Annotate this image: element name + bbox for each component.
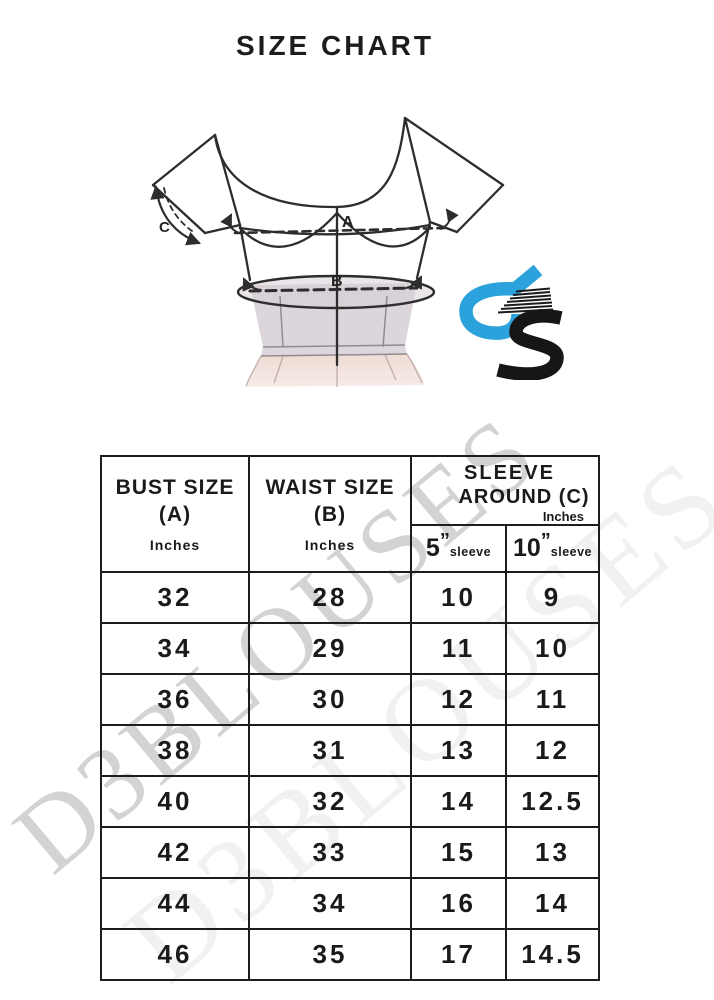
sleeve5-label: sleeve — [449, 545, 492, 559]
size-cell: 12 — [505, 724, 600, 777]
size-cell: 14 — [410, 775, 507, 828]
size-cell: 32 — [100, 571, 250, 624]
waist-measure-arrow — [242, 275, 422, 293]
header-bust-line2: (A) — [158, 502, 192, 526]
size-cell: 12 — [410, 673, 507, 726]
sleeve5-quote: ” — [439, 530, 450, 552]
size-cell: 46 — [100, 928, 250, 981]
size-cell: 12.5 — [505, 775, 600, 828]
size-cell: 32 — [248, 775, 412, 828]
header-bust-line1: BUST SIZE — [115, 476, 235, 500]
size-cell: 34 — [248, 877, 412, 930]
size-cell: 15 — [410, 826, 507, 879]
size-cell: 28 — [248, 571, 412, 624]
header-waist-line2: (B) — [313, 502, 347, 526]
size-cell: 38 — [100, 724, 250, 777]
size-cell: 42 — [100, 826, 250, 879]
bust-measure-arrow — [220, 208, 459, 235]
header-sleeve-10: 10”sleeve — [505, 524, 600, 573]
table-row: 32 28 10 9 — [100, 571, 600, 624]
size-cell: 31 — [248, 724, 412, 777]
size-cell: 36 — [100, 673, 250, 726]
table-row: 42 33 15 13 — [100, 826, 600, 879]
header-waist-unit: Inches — [304, 536, 356, 553]
header-bust-unit: Inches — [149, 536, 201, 553]
skirt-shading — [238, 276, 434, 387]
header-bust: BUST SIZE (A) Inches — [100, 455, 250, 573]
size-cell: 14 — [505, 877, 600, 930]
size-cell: 30 — [248, 673, 412, 726]
header-sleeve-line1: SLEEVE — [464, 462, 555, 484]
size-cell: 35 — [248, 928, 412, 981]
size-cell: 11 — [505, 673, 600, 726]
table-row: 44 34 16 14 — [100, 877, 600, 930]
header-sleeve-unit: Inches — [542, 509, 584, 524]
sleeve-measure-arrow — [150, 184, 201, 246]
size-cell: 14.5 — [505, 928, 600, 981]
size-cell: 10 — [505, 622, 600, 675]
sleeve10-number: 10 — [512, 534, 541, 562]
table-row: 46 35 17 14.5 — [100, 928, 600, 981]
label-waist-B: B — [331, 273, 343, 290]
size-cell: 13 — [505, 826, 600, 879]
header-sleeve-line2: AROUND (C) — [458, 486, 590, 508]
size-cell: 40 — [100, 775, 250, 828]
blouse-outline — [151, 116, 505, 367]
header-waist-line1: WAIST SIZE — [265, 476, 395, 500]
size-cell: 13 — [410, 724, 507, 777]
size-cell: 29 — [248, 622, 412, 675]
header-sleeve: SLEEVE AROUND (C) Inches — [410, 455, 600, 526]
header-waist: WAIST SIZE (B) Inches — [248, 455, 412, 573]
table-row: 38 31 13 12 — [100, 724, 600, 777]
label-sleeve-C: C — [159, 219, 170, 236]
header-sleeve-5: 5”sleeve — [410, 524, 507, 573]
page-title: SIZE CHART — [236, 30, 434, 61]
size-cell: 33 — [248, 826, 412, 879]
size-cell: 34 — [100, 622, 250, 675]
size-cell: 16 — [410, 877, 507, 930]
size-table: BUST SIZE (A) Inches WAIST SIZE (B) Inch… — [100, 455, 600, 981]
table-row: 40 32 14 12.5 — [100, 775, 600, 828]
size-cell: 44 — [100, 877, 250, 930]
size-cell: 17 — [410, 928, 507, 981]
size-cell: 10 — [410, 571, 507, 624]
garment-diagram: A B C — [150, 116, 505, 387]
table-row: 36 30 12 11 — [100, 673, 600, 726]
size-cell: 11 — [410, 622, 507, 675]
sleeve5-number: 5 — [425, 534, 440, 562]
size-table-body: 32 28 10 9 34 29 11 10 36 30 12 11 38 31 13 12 40 32 14 12.… — [100, 571, 600, 981]
label-bust-A: A — [342, 214, 354, 231]
sleeve10-quote: ” — [540, 530, 551, 552]
logo-3-shape — [496, 309, 564, 380]
d3-logo-icon — [459, 264, 564, 380]
size-cell: 9 — [505, 571, 600, 624]
sleeve10-label: sleeve — [550, 545, 593, 559]
table-row: 34 29 11 10 — [100, 622, 600, 675]
